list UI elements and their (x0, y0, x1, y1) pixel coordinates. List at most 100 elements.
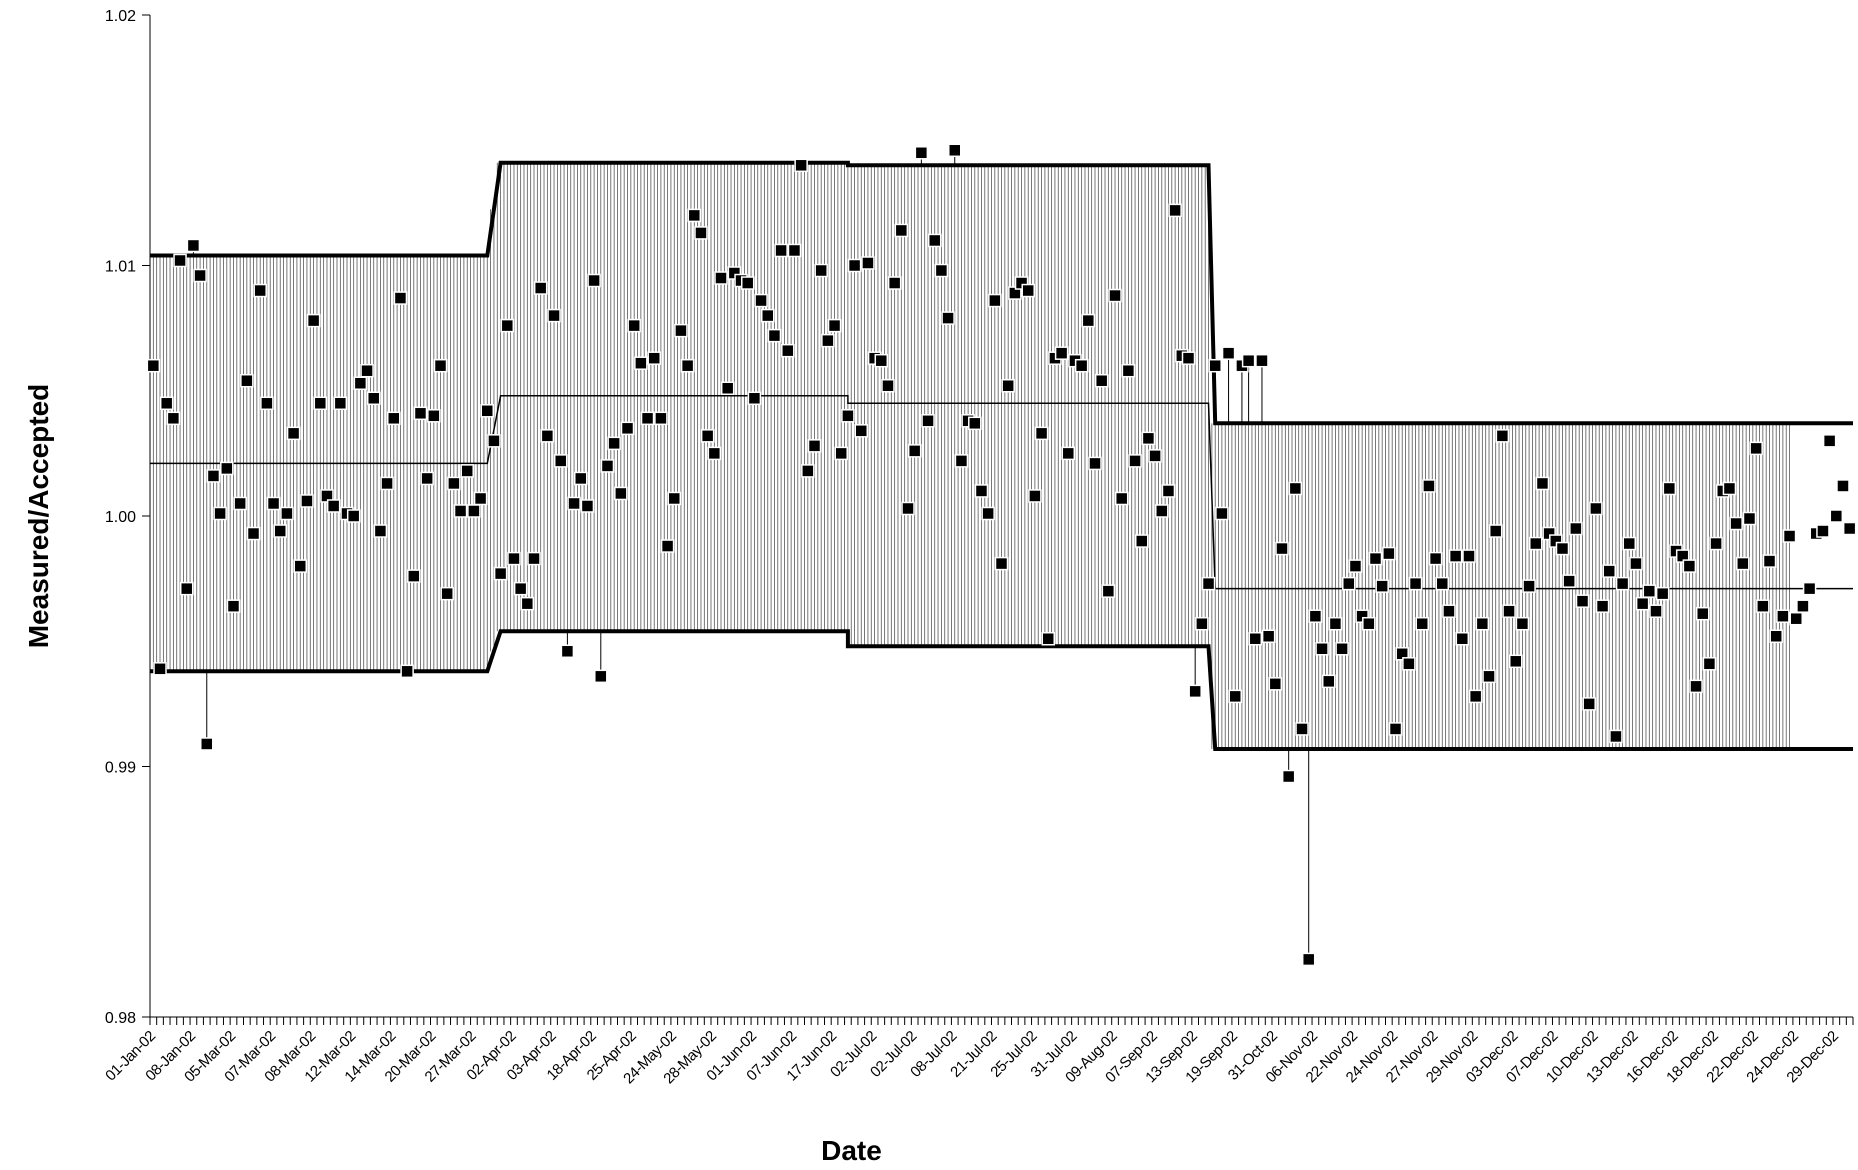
data-point (1301, 952, 1316, 967)
data-point (720, 381, 735, 395)
data-point (587, 273, 601, 288)
data-point (640, 411, 655, 426)
data-point (1001, 378, 1015, 393)
data-point (153, 662, 167, 676)
data-point (366, 391, 381, 406)
data-point (333, 396, 348, 411)
data-point (206, 469, 221, 483)
data-point (1482, 669, 1496, 684)
data-point (887, 276, 902, 290)
data-point (1629, 556, 1643, 571)
data-point (1402, 657, 1416, 671)
data-point (1595, 599, 1610, 613)
data-point (1722, 481, 1737, 496)
data-point (1054, 346, 1069, 360)
data-point (827, 318, 842, 333)
data-point (1475, 616, 1490, 631)
data-point (874, 353, 889, 368)
data-point (614, 486, 628, 501)
data-point (1195, 616, 1209, 631)
data-point (547, 308, 561, 323)
data-point (1074, 358, 1089, 373)
data-point (480, 404, 495, 418)
data-point (988, 293, 1002, 308)
data-point (1842, 521, 1857, 536)
data-point (159, 396, 174, 411)
data-point (567, 496, 581, 511)
data-point (527, 551, 541, 566)
data-point (1061, 446, 1076, 461)
data-point (1522, 579, 1536, 593)
data-point (240, 373, 254, 388)
data-point (594, 669, 608, 684)
data-point (520, 596, 535, 611)
data-point (1502, 604, 1516, 618)
data-point (1702, 657, 1717, 671)
data-point (553, 454, 568, 468)
data-point (607, 436, 621, 451)
data-point (460, 464, 474, 478)
data-points (146, 143, 1857, 967)
data-point (660, 539, 675, 553)
x-axis-title: Date (821, 1135, 882, 1166)
data-point (1215, 506, 1229, 521)
data-point (1562, 574, 1576, 588)
data-point (420, 471, 434, 486)
data-point (280, 506, 294, 521)
data-point (667, 491, 682, 506)
data-point (1382, 546, 1396, 561)
data-point (1268, 677, 1283, 691)
data-point (1021, 283, 1035, 298)
data-point (1802, 581, 1817, 596)
data-point (647, 351, 661, 365)
data-point (1829, 509, 1844, 523)
data-point (560, 644, 575, 659)
data-point (1342, 576, 1356, 591)
data-point (1221, 346, 1236, 360)
data-point (1034, 426, 1049, 441)
data-point (513, 581, 528, 596)
data-point (1462, 549, 1476, 563)
data-point (1756, 599, 1770, 613)
data-point (1248, 631, 1263, 646)
data-point (407, 569, 421, 583)
data-point (747, 391, 762, 406)
data-point (774, 243, 788, 258)
data-point (921, 414, 935, 428)
data-point (847, 258, 862, 273)
data-point (740, 276, 755, 290)
lower-limit-line (150, 629, 1853, 751)
data-point (854, 424, 869, 438)
data-point (861, 256, 875, 270)
data-point (1228, 689, 1242, 704)
data-point (1662, 481, 1677, 496)
data-point (393, 291, 408, 305)
data-point (600, 459, 615, 473)
data-point (627, 318, 641, 333)
data-point (1455, 631, 1470, 646)
data-point (1241, 353, 1256, 368)
data-point (213, 506, 227, 521)
data-point (467, 504, 481, 518)
y-tick-labels: 0.98 0.99 1.00 1.01 1.02 (105, 8, 150, 1027)
data-point (620, 421, 635, 436)
data-point (934, 263, 949, 278)
data-point (540, 429, 555, 443)
data-point (1328, 616, 1343, 631)
data-point (246, 526, 261, 541)
data-point (787, 243, 802, 258)
data-point (313, 396, 328, 411)
data-point (1435, 576, 1450, 591)
data-point (1816, 524, 1830, 538)
data-point (1181, 351, 1196, 365)
data-point (1782, 529, 1797, 543)
data-point (427, 409, 441, 423)
data-point (1081, 313, 1096, 328)
data-point (1148, 449, 1162, 463)
data-point (1836, 479, 1850, 493)
data-point (400, 664, 414, 679)
data-point (968, 416, 982, 431)
data-point (507, 551, 521, 566)
data-point (781, 343, 795, 358)
data-point (1642, 584, 1657, 598)
